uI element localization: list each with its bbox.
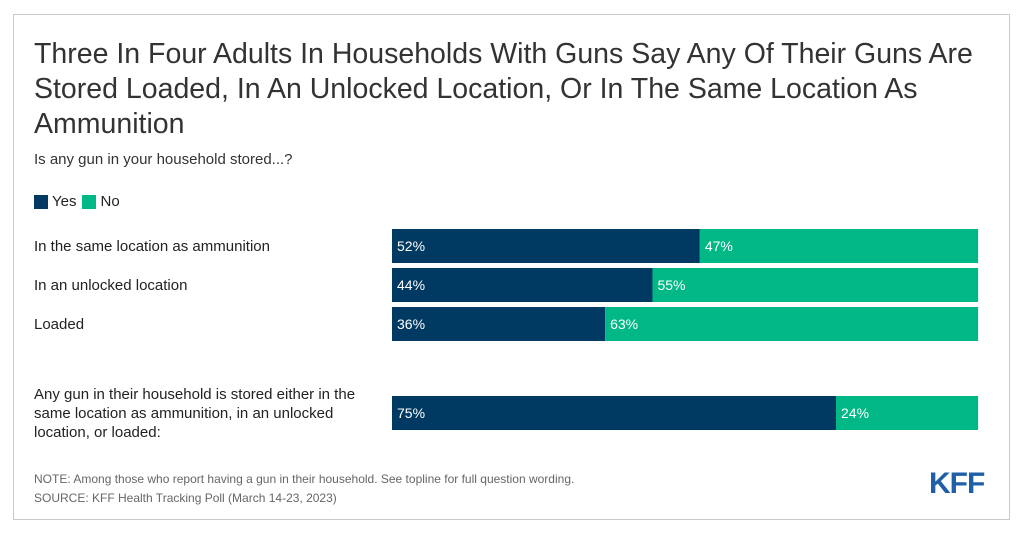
source-text: SOURCE: KFF Health Tracking Poll (March …	[34, 491, 337, 505]
bar-value-label: 44%	[397, 277, 425, 293]
legend-label-no: No	[100, 193, 120, 210]
category-label: Loaded	[34, 316, 84, 333]
bar-yes	[392, 396, 836, 430]
bar-no	[699, 229, 979, 263]
bar-value-label: 47%	[705, 238, 733, 254]
note-text: NOTE: Among those who report having a gu…	[34, 472, 575, 486]
legend-item-no: No	[82, 193, 120, 210]
category-label: In an unlocked location	[34, 277, 187, 294]
legend-item-yes: Yes	[34, 193, 76, 210]
legend-swatch-yes	[34, 194, 48, 209]
bar-value-label: 63%	[610, 316, 638, 332]
bar-no	[652, 268, 979, 302]
bar-value-label: 36%	[397, 316, 425, 332]
legend-swatch-no	[82, 194, 97, 209]
bar-no	[605, 307, 979, 341]
bar-chart: In the same location as ammunition 52% 47%…	[34, 229, 979, 441]
bar-value-label: 24%	[841, 405, 869, 421]
bar-value-label: 52%	[397, 238, 425, 254]
kff-logo: KFF	[929, 467, 985, 500]
chart-subtitle: Is any gun in your household stored...?	[34, 151, 293, 168]
bar-yes	[392, 268, 653, 302]
legend: Yes No	[34, 193, 126, 210]
bar-yes	[392, 229, 700, 263]
chart-card: Three In Four Adults In Households With …	[13, 14, 1010, 520]
chart-title: Three In Four Adults In Households With …	[34, 38, 973, 140]
footnotes: NOTE: Among those who report having a gu…	[34, 470, 574, 508]
bar-value-label: 75%	[397, 405, 425, 421]
bar-no	[836, 396, 979, 430]
bar-yes	[392, 307, 606, 341]
category-label: In the same location as ammunition	[34, 238, 270, 255]
category-label: Any gun in their household is stored eit…	[34, 386, 355, 441]
legend-label-yes: Yes	[52, 193, 77, 210]
bar-value-label: 55%	[657, 277, 685, 293]
